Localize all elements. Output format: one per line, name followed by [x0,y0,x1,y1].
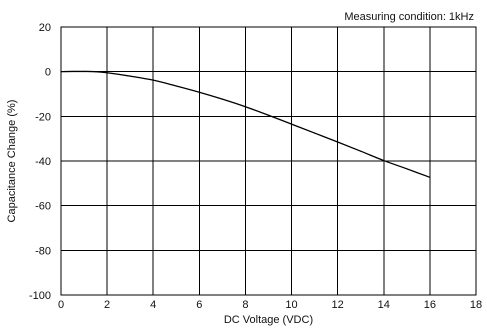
data-point [314,132,316,134]
data-point [221,98,223,100]
y-tick-labels: 20 0 -20 -40 -60 -80 -100 [29,22,51,302]
data-point [129,75,131,77]
x-tick-label: 6 [196,299,202,311]
plot-frame [60,26,477,296]
y-tick-label: -60 [35,201,51,213]
data-point [60,71,62,73]
data-point [83,70,85,73]
data-point [152,79,154,81]
y-tick-label: 20 [39,22,51,34]
y-tick-label: -20 [35,111,51,123]
x-tick-label: 16 [424,299,436,311]
x-tick-label: 12 [332,299,344,311]
x-tick-label: 0 [58,299,64,311]
y-tick-label: -80 [35,245,51,257]
data-point [360,150,362,152]
data-point [198,91,200,93]
data-point [429,176,431,178]
data-point [267,114,270,116]
y-tick-label: -40 [35,156,51,168]
x-tick-label: 8 [242,299,248,311]
x-tick-label: 10 [285,299,297,311]
y-tick-label: 0 [45,67,51,79]
x-tick-label: 2 [104,299,110,311]
data-point [337,141,339,143]
data-point [290,123,293,125]
grid [60,26,477,296]
data-point [71,70,74,73]
measuring-condition-note: Measuring condition: 1kHz [344,11,474,23]
data-point [106,72,108,74]
data-point [244,106,247,108]
x-tick-label: 4 [150,299,156,311]
data-point [383,159,385,162]
data-point [94,71,97,73]
y-tick-label: -100 [29,290,51,302]
data-point [406,168,408,170]
x-tick-label: 18 [470,299,482,311]
x-tick-labels: 0 2 4 6 8 10 12 14 16 18 [58,299,482,311]
x-tick-label: 14 [378,299,390,311]
data-point [175,85,177,87]
y-axis-label: Capacitance Change (%) [6,100,18,223]
x-axis-label: DC Voltage (VDC) [224,314,313,326]
series-layer [60,70,431,178]
